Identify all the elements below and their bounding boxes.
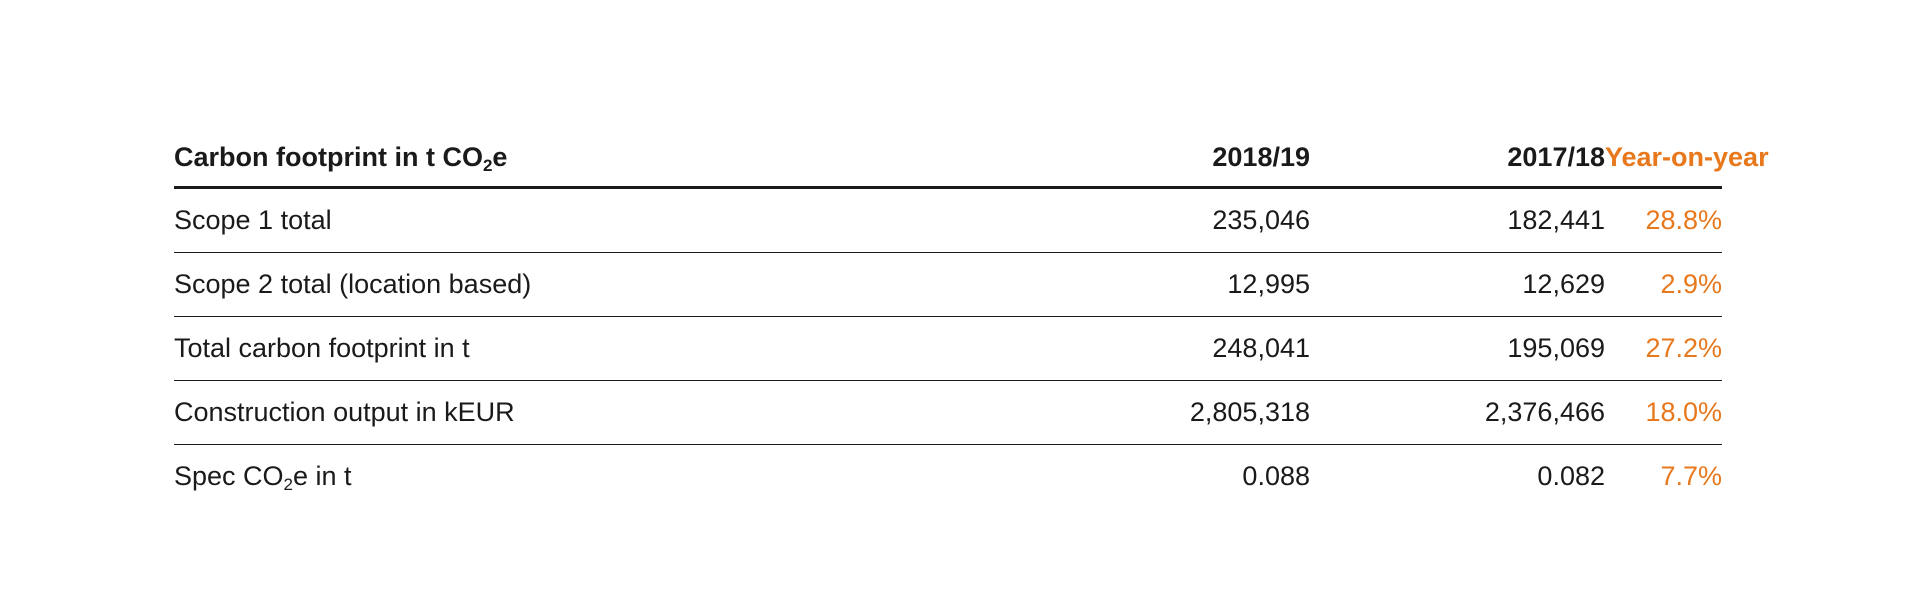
cell-2017-18: 0.082 bbox=[1537, 461, 1605, 491]
cell-2018-19: 2,805,318 bbox=[834, 380, 1310, 445]
row-label-subscript: 2 bbox=[283, 475, 294, 494]
row-label-suffix: e in t bbox=[293, 461, 352, 491]
table-row: Scope 1 total 235,046 182,441 28.8% bbox=[174, 187, 1722, 253]
header-label-suffix: e bbox=[492, 141, 508, 172]
cell-2018-19: 248,041 bbox=[834, 316, 1310, 381]
cell-2018-19: 0.088 bbox=[1242, 461, 1310, 491]
cell-2017-18: 12,629 bbox=[1310, 252, 1605, 317]
table-row: Spec CO2e in t 0.088 0.082 7.7% bbox=[174, 445, 1722, 509]
cell-year-on-year: 7.7% bbox=[1660, 461, 1722, 491]
header-label-subscript: 2 bbox=[482, 155, 493, 175]
row-label: Scope 1 total bbox=[174, 187, 834, 253]
cell-year-on-year: 18.0% bbox=[1605, 380, 1722, 445]
table-header-row: Carbon footprint in t CO2e 2018/19 2017/… bbox=[174, 132, 1769, 189]
cell-year-on-year: 28.8% bbox=[1605, 187, 1722, 253]
row-label: Scope 2 total (location based) bbox=[174, 252, 834, 317]
row-label: Construction output in kEUR bbox=[174, 380, 834, 445]
cell-year-on-year: 2.9% bbox=[1605, 252, 1722, 317]
cell-2017-18: 2,376,466 bbox=[1310, 380, 1605, 445]
cell-year-on-year: 27.2% bbox=[1605, 316, 1722, 381]
header-year-on-year: Year-on-year bbox=[1605, 132, 1769, 189]
table-row: Construction output in kEUR 2,805,318 2,… bbox=[174, 380, 1722, 445]
header-2018-19: 2018/19 bbox=[834, 132, 1310, 189]
carbon-footprint-table: Carbon footprint in t CO2e 2018/19 2017/… bbox=[174, 132, 1769, 509]
cell-2017-18: 182,441 bbox=[1310, 187, 1605, 253]
table-row: Scope 2 total (location based) 12,995 12… bbox=[174, 252, 1722, 317]
row-label: Spec CO2e in t bbox=[174, 445, 834, 509]
row-label: Total carbon footprint in t bbox=[174, 316, 834, 381]
cell-2018-19: 235,046 bbox=[834, 187, 1310, 253]
header-label-prefix: Carbon footprint in t CO bbox=[174, 141, 483, 172]
row-label-prefix: Spec CO bbox=[174, 461, 284, 491]
table-row: Total carbon footprint in t 248,041 195,… bbox=[174, 316, 1722, 381]
header-label: Carbon footprint in t CO2e bbox=[174, 132, 834, 189]
cell-2018-19: 12,995 bbox=[834, 252, 1310, 317]
carbon-footprint-table-container: Carbon footprint in t CO2e 2018/19 2017/… bbox=[174, 132, 1769, 509]
cell-2017-18: 195,069 bbox=[1310, 316, 1605, 381]
header-2017-18: 2017/18 bbox=[1310, 132, 1605, 189]
